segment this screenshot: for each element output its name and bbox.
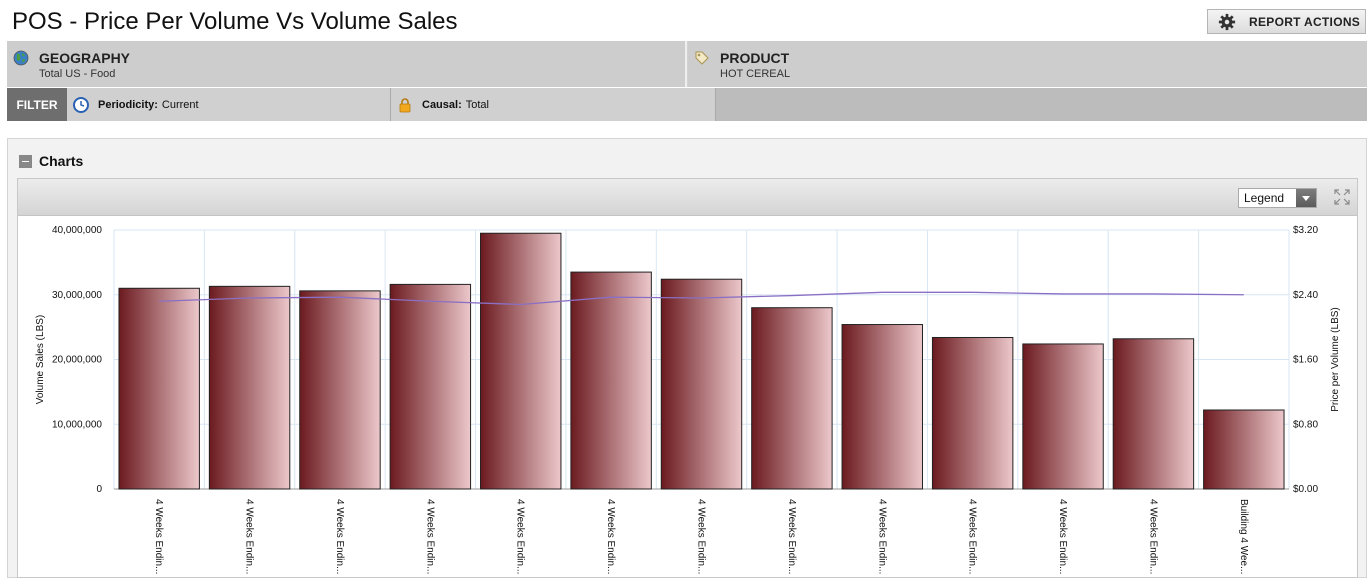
- product-heading: PRODUCT: [720, 50, 790, 66]
- chart-plot: 0 $0.00 10,000,000 $0.80 20,000,000 $1.60 30,0…: [35, 225, 1341, 574]
- x-tick-label: 4 Weeks Endin...: [153, 499, 164, 574]
- bar: [570, 271, 652, 490]
- geography-value: Total US - Food: [39, 68, 116, 80]
- geography-selector[interactable]: GEOGRAPHY Total US - Food: [7, 41, 687, 87]
- bar: [660, 278, 743, 490]
- legend-dropdown-value: Legend: [1244, 191, 1285, 205]
- periodicity-value: Current: [161, 98, 199, 111]
- x-tick-label: 4 Weeks Endin...: [1057, 499, 1068, 574]
- product-selector[interactable]: PRODUCT HOT CEREAL: [688, 41, 1367, 87]
- bar: [480, 232, 562, 490]
- x-tick-label: 4 Weeks Endin...: [424, 499, 435, 574]
- y-tick-label: 10,000,000: [52, 419, 102, 430]
- x-tick-label: 4 Weeks Endin...: [967, 499, 978, 574]
- gear-icon: [1218, 13, 1236, 30]
- x-tick-label: 4 Weeks Endin...: [1147, 499, 1158, 574]
- bar: [118, 287, 200, 490]
- chevron-down-icon: [1296, 189, 1316, 207]
- lock-icon: [399, 97, 411, 112]
- context-bar: GEOGRAPHY Total US - Food PRODUCT HOT CE…: [7, 41, 1367, 87]
- tag-icon: [695, 51, 709, 65]
- page-title: POS - Price Per Volume Vs Volume Sales: [12, 8, 458, 35]
- x-tick-label: 4 Weeks Endin...: [786, 499, 797, 574]
- y2-tick-label: $0.00: [1293, 484, 1318, 495]
- periodicity-label: Periodicity:: [98, 98, 158, 111]
- x-tick-label: 4 Weeks Endin...: [515, 499, 526, 574]
- bar: [1022, 343, 1104, 490]
- legend-dropdown[interactable]: Legend: [1238, 188, 1317, 208]
- x-tick-label: 4 Weeks Endin...: [334, 499, 345, 574]
- y2-tick-label: $2.40: [1293, 290, 1318, 301]
- y-tick-label: 20,000,000: [52, 355, 102, 366]
- causal-value: Total: [465, 98, 489, 111]
- y-axis-title: Volume Sales (LBS): [35, 315, 46, 405]
- bar: [299, 290, 381, 490]
- chart-container: Legend 0 $0.00 10,000,000 $0.80 20,000,000 $1…: [17, 178, 1358, 578]
- globe-icon: [13, 50, 29, 66]
- y-tick-label: 0: [96, 484, 102, 495]
- y2-tick-label: $3.20: [1293, 225, 1318, 236]
- y2-tick-label: $0.80: [1293, 419, 1318, 430]
- x-tick-label: Building 4 Wee...: [1238, 499, 1249, 574]
- clock-icon: [73, 96, 89, 113]
- expand-icon[interactable]: [1334, 189, 1350, 205]
- y2-tick-label: $1.60: [1293, 355, 1318, 366]
- bar: [751, 307, 833, 490]
- bar: [389, 283, 472, 490]
- report-actions-button[interactable]: REPORT ACTIONS: [1207, 9, 1366, 34]
- y2-axis-title: Price per Volume (LBS): [1330, 307, 1341, 412]
- product-value: HOT CEREAL: [720, 68, 791, 80]
- report-actions-label: REPORT ACTIONS: [1249, 14, 1361, 29]
- collapse-icon[interactable]: [19, 154, 32, 168]
- causal-label: Causal:: [422, 98, 462, 111]
- bar: [1112, 338, 1195, 490]
- x-tick-label: 4 Weeks Endin...: [696, 499, 707, 574]
- bar: [1203, 409, 1285, 490]
- x-tick-label: 4 Weeks Endin...: [605, 499, 616, 574]
- causal-filter[interactable]: Causal: Total: [391, 88, 716, 121]
- y-tick-label: 40,000,000: [52, 225, 102, 236]
- charts-title: Charts: [39, 153, 84, 169]
- chart-toolbar: Legend: [18, 179, 1357, 216]
- filter-bar: FILTER Periodicity: Current Causal: Tota…: [7, 88, 1367, 121]
- x-tick-label: 4 Weeks Endin...: [876, 499, 887, 574]
- charts-header: Charts: [19, 153, 83, 169]
- bar: [841, 324, 923, 490]
- periodicity-filter[interactable]: Periodicity: Current: [67, 88, 391, 121]
- bar: [931, 336, 1014, 490]
- price-line: [159, 291, 1244, 306]
- y-tick-label: 30,000,000: [52, 290, 102, 301]
- filter-label: FILTER: [7, 88, 67, 121]
- bar: [208, 285, 291, 490]
- geography-heading: GEOGRAPHY: [39, 50, 131, 66]
- x-tick-label: 4 Weeks Endin...: [244, 499, 255, 574]
